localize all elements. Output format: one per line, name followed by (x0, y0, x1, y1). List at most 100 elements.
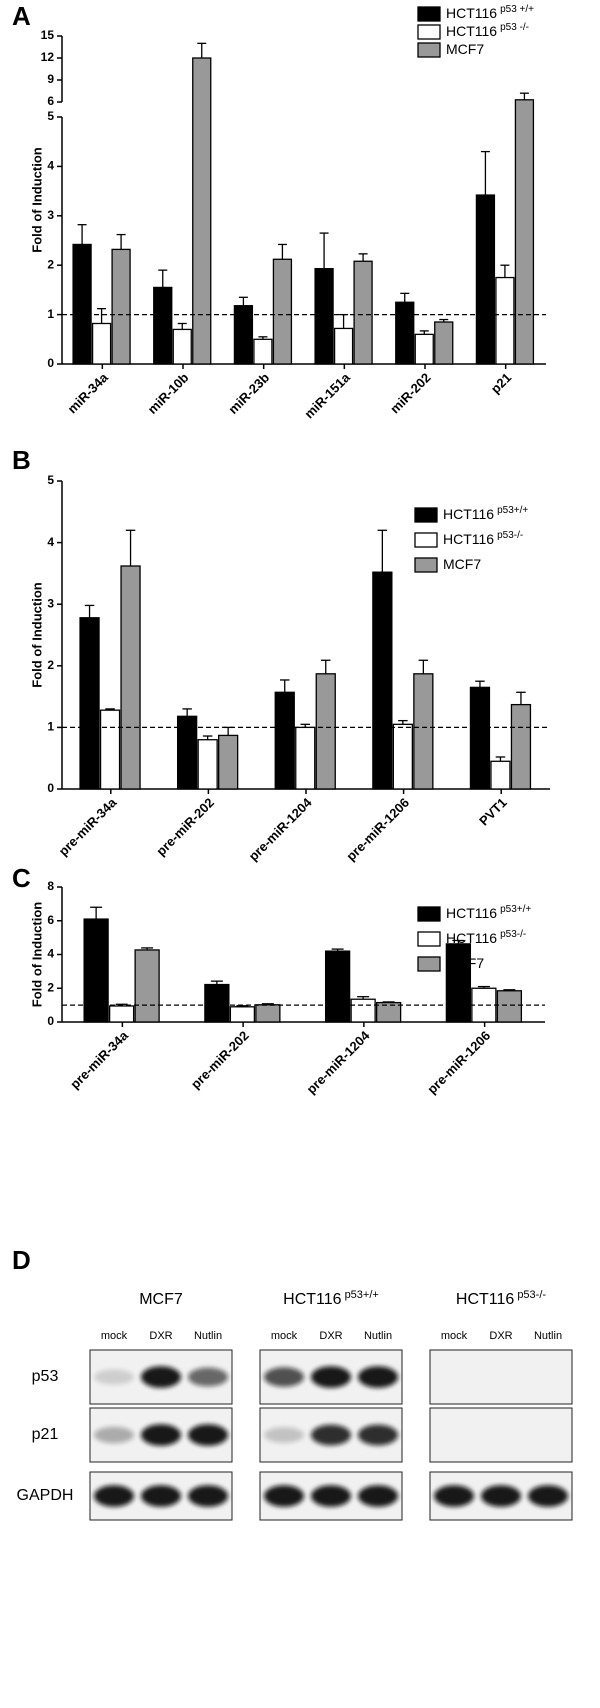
legend-name: HCT116 (446, 5, 497, 21)
legend-swatch (417, 931, 441, 947)
legend-name: HCT116 (443, 531, 494, 547)
y-tick-label: 4 (47, 947, 54, 961)
blot-band (188, 1367, 228, 1387)
bar (469, 686, 491, 790)
bar (83, 918, 109, 1023)
legend-swatch (417, 24, 441, 40)
legend-superscript: p53+/+ (497, 505, 528, 516)
x-tick-label: miR-34a (65, 369, 112, 416)
bar (295, 726, 316, 790)
y-tick-label: 0 (47, 1014, 54, 1028)
y-tick-label: 1 (47, 720, 54, 734)
blot-band (481, 1485, 521, 1507)
blot-band (358, 1366, 398, 1388)
lane-label: DXR (489, 1330, 512, 1342)
bar (510, 703, 532, 790)
bar (414, 333, 434, 365)
lane-label: mock (271, 1330, 298, 1342)
legend-swatch (414, 557, 438, 573)
bar (72, 243, 92, 365)
x-tick-label: p21 (488, 370, 514, 396)
bar (434, 321, 454, 365)
x-tick-label: pre-miR-1204 (304, 1027, 373, 1096)
panel-label: C (12, 863, 31, 893)
x-tick-label: pre-miR-34a (67, 1027, 131, 1091)
blot-band (311, 1366, 351, 1388)
x-tick-label: pre-miR-1204 (246, 794, 315, 863)
y-tick-label: 0 (47, 356, 54, 370)
y-tick-label: 4 (47, 159, 54, 173)
blot-row-label: GAPDH (17, 1487, 74, 1504)
bar (496, 990, 523, 1023)
blot-band (264, 1367, 304, 1387)
y-tick-label: 2 (47, 658, 54, 672)
lane-label: Nutlin (364, 1330, 392, 1342)
x-tick-label: pre-miR-202 (188, 1028, 252, 1092)
bar (272, 258, 293, 365)
bar (255, 1004, 281, 1023)
legend-label: MCF7 (446, 41, 484, 57)
bar (495, 276, 515, 365)
y-tick-label: 8 (47, 879, 54, 893)
bar (197, 739, 218, 790)
x-tick-label: pre-miR-202 (153, 795, 217, 859)
blot-band (94, 1485, 134, 1507)
blot-group-superscript: p53-/- (517, 1289, 546, 1301)
legend-name: HCT116 (446, 905, 497, 921)
legend-name: HCT116 (443, 506, 494, 522)
blot-band (311, 1424, 351, 1446)
bar (413, 673, 434, 790)
bar (204, 983, 230, 1023)
blot-band (528, 1485, 568, 1507)
bar (192, 57, 212, 365)
bar (253, 338, 273, 365)
blot-band (141, 1424, 181, 1446)
bar (176, 715, 198, 790)
x-tick-label: pre-miR-1206 (343, 795, 412, 864)
lane-label: DXR (149, 1330, 172, 1342)
y-tick-label: 3 (47, 596, 54, 610)
legend-superscript: p53-/- (500, 929, 526, 940)
blot-group-title: HCT116 p53-/- (456, 1289, 546, 1308)
legend-swatch (417, 956, 441, 972)
legend-swatch (414, 532, 438, 548)
legend-superscript: p53 -/- (500, 22, 529, 33)
x-tick-label: miR-202 (387, 370, 433, 416)
lane-label: mock (441, 1330, 468, 1342)
bar (350, 998, 376, 1023)
blot-group-title: MCF7 (139, 1291, 183, 1308)
legend-name: HCT116 (446, 23, 497, 39)
blot-band (264, 1427, 304, 1443)
legend-swatch (417, 6, 441, 22)
legend-label: HCT116 p53 +/+ (446, 4, 534, 21)
bar (490, 760, 511, 790)
blot-band (188, 1485, 228, 1507)
panel-label: A (12, 1, 31, 31)
legend-label: HCT116 p53-/- (443, 530, 523, 547)
blot-band (358, 1424, 398, 1446)
blot-band (188, 1424, 228, 1446)
legend-swatch (417, 42, 441, 58)
legend-superscript: p53+/+ (500, 904, 531, 915)
y-tick-label: 5 (47, 473, 54, 487)
bar (314, 268, 334, 365)
blot-band (94, 1369, 134, 1385)
y-tick-label: 3 (47, 208, 54, 222)
legend-swatch (417, 906, 441, 922)
bar (217, 734, 239, 790)
bar (108, 1005, 135, 1023)
x-tick-label: miR-10b (145, 370, 192, 417)
panel-label: D (12, 1245, 31, 1275)
legend-swatch (414, 507, 438, 523)
bar (172, 328, 192, 365)
y-tick-label: 5 (47, 109, 54, 123)
legend-superscript: p53-/- (497, 530, 523, 541)
blot-group-name: HCT116 (456, 1291, 514, 1308)
x-tick-label: miR-151a (301, 369, 353, 421)
legend-superscript: p53 +/+ (500, 4, 534, 15)
panel-label: B (12, 445, 31, 475)
blot-group-name: MCF7 (139, 1291, 183, 1308)
y-tick-label: 2 (47, 980, 54, 994)
bar (333, 327, 354, 365)
